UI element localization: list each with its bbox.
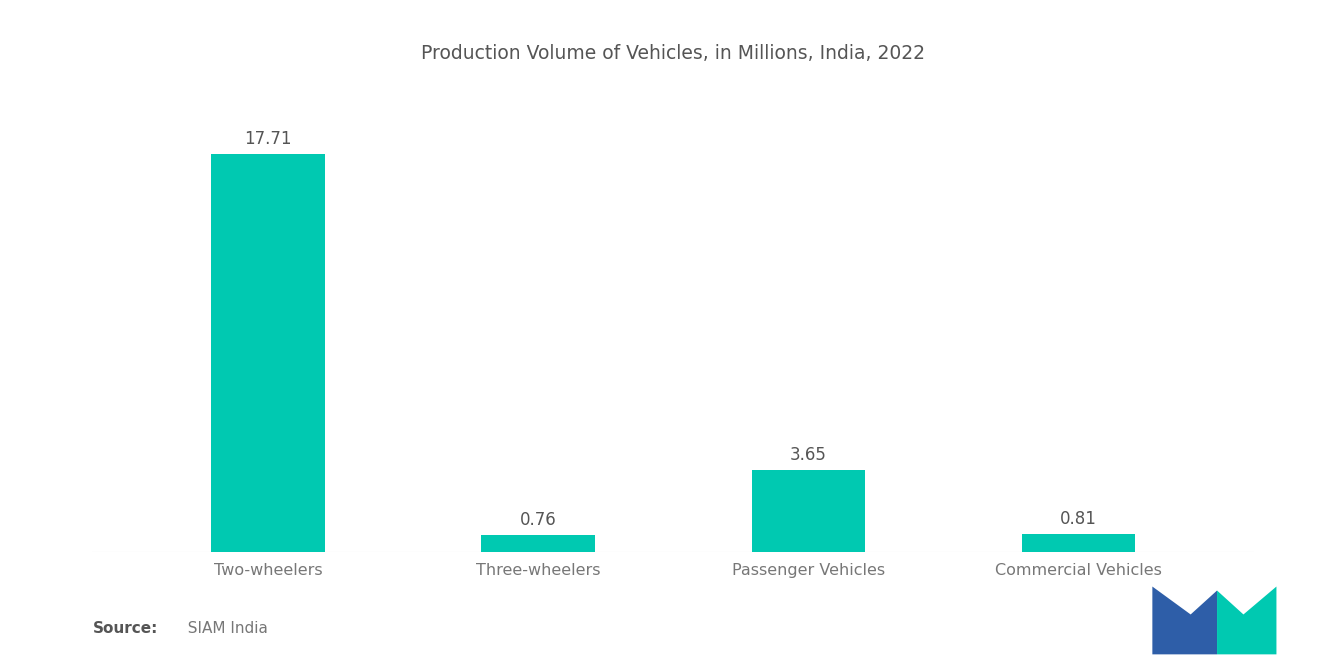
Bar: [482, 535, 595, 552]
Bar: [751, 470, 865, 552]
Polygon shape: [1217, 587, 1276, 654]
Text: 0.76: 0.76: [520, 511, 557, 529]
Text: SIAM India: SIAM India: [178, 621, 268, 636]
Text: 17.71: 17.71: [244, 130, 292, 148]
Text: Source:: Source:: [92, 621, 158, 636]
Text: 3.65: 3.65: [789, 446, 826, 464]
Bar: [211, 154, 325, 552]
Title: Production Volume of Vehicles, in Millions, India, 2022: Production Volume of Vehicles, in Millio…: [421, 44, 925, 63]
Text: 0.81: 0.81: [1060, 510, 1097, 528]
Polygon shape: [1152, 587, 1217, 654]
Bar: [1022, 534, 1135, 552]
